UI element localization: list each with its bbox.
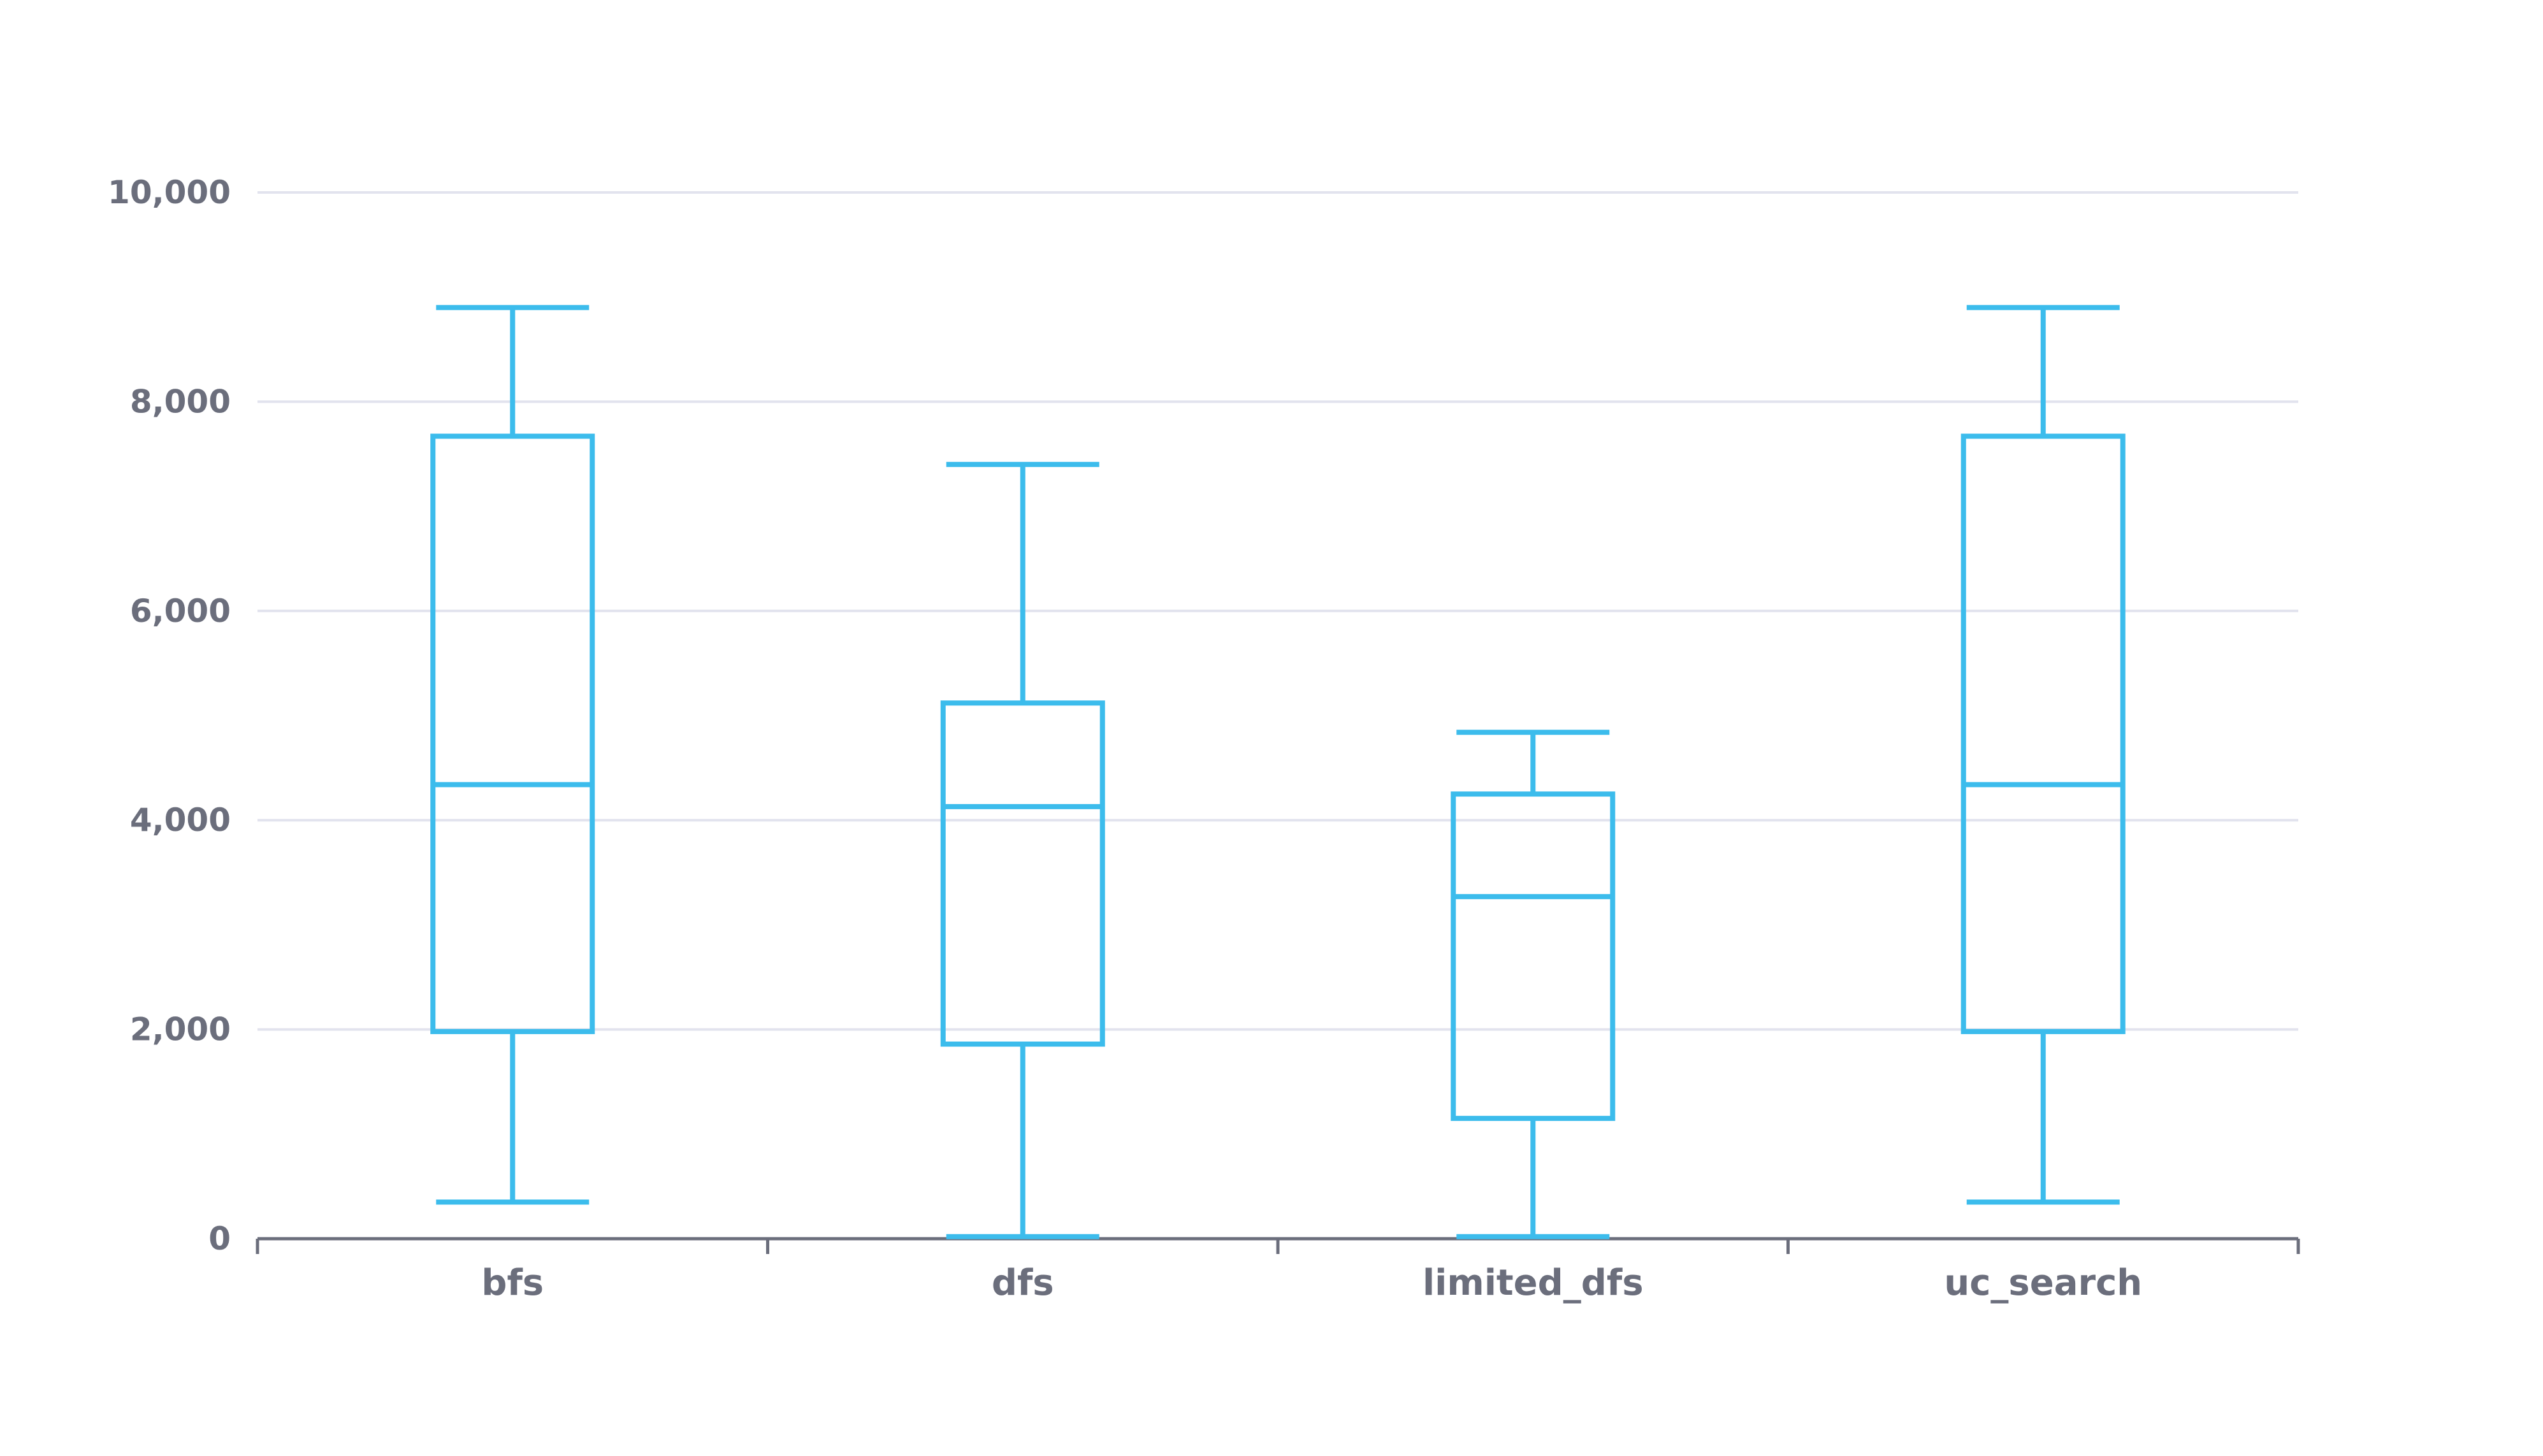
iqr-box: [1451, 791, 1616, 1121]
x-category-label: uc_search: [1944, 1262, 2142, 1304]
y-tick-label: 0: [208, 1220, 231, 1257]
box-series: [430, 305, 2126, 1239]
box-dfs: [940, 461, 1105, 1239]
gridlines: [257, 191, 2298, 1031]
iqr-box: [430, 433, 595, 1034]
y-tick-label: 2,000: [130, 1011, 231, 1048]
iqr-box: [1960, 433, 2126, 1034]
box-limited-dfs: [1451, 730, 1616, 1239]
y-tick-label: 10,000: [108, 174, 231, 211]
x-category-label: limited_dfs: [1423, 1262, 1644, 1304]
y-axis-ticks: 0 2,000 4,000 6,000 8,000 10,000: [108, 174, 231, 1257]
y-tick-label: 4,000: [130, 802, 231, 839]
x-axis-labels: bfs dfs limited_dfs uc_search: [481, 1262, 2142, 1304]
box-uc-search: [1960, 305, 2126, 1205]
x-category-label: dfs: [992, 1262, 1054, 1304]
x-axis: [256, 1237, 2300, 1254]
y-tick-label: 8,000: [130, 383, 231, 420]
iqr-box: [940, 700, 1105, 1047]
box-bfs: [430, 305, 595, 1205]
y-tick-label: 6,000: [130, 593, 231, 630]
x-category-label: bfs: [481, 1262, 544, 1304]
